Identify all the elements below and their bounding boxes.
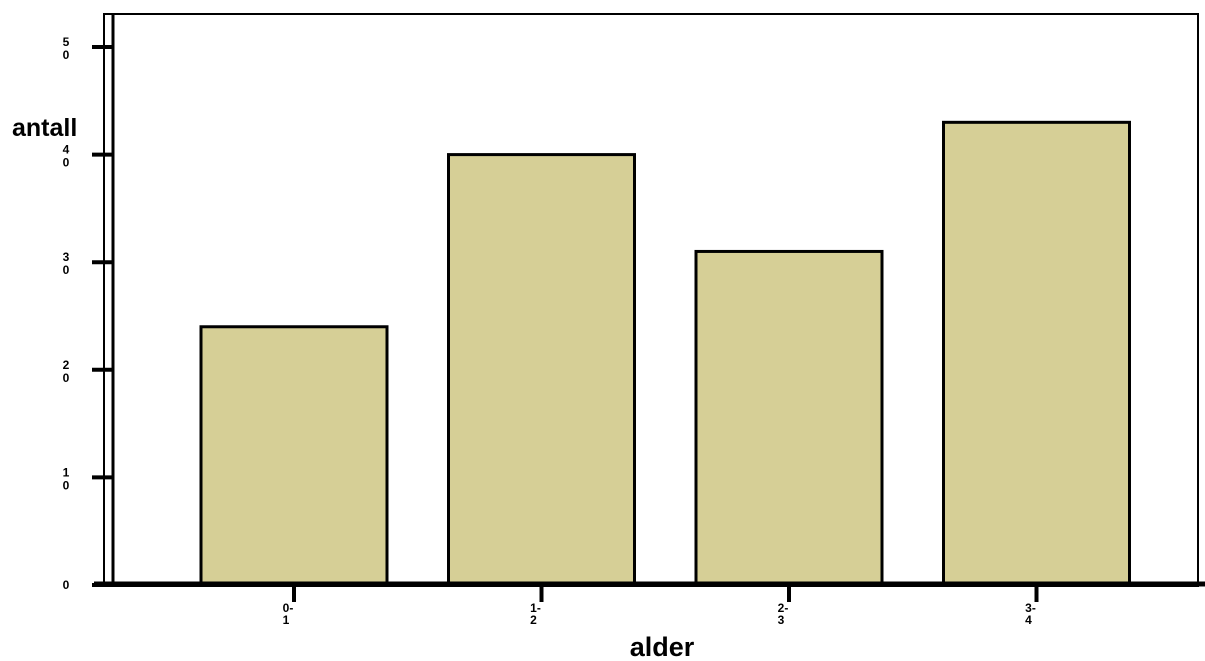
x-tick-label: 0-1 bbox=[283, 601, 294, 627]
x-axis-label: alder bbox=[630, 632, 695, 661]
bars-layer bbox=[199, 120, 1131, 587]
bar-0-1 bbox=[199, 325, 389, 587]
x-tick-label: 3-4 bbox=[1025, 601, 1036, 627]
x-tick-label: 2-3 bbox=[778, 601, 789, 627]
y-axis-label: antall bbox=[12, 114, 77, 142]
y-tick-label: 0 bbox=[63, 578, 70, 592]
x-ticks-layer: 0-1 1-2 2-3 3-4 bbox=[283, 584, 1039, 627]
x-tick-label: 1-2 bbox=[530, 601, 541, 627]
y-ticks-layer: 0 1 0 2 0 3 0 4 0 5 0 bbox=[63, 35, 113, 592]
bar-1-2 bbox=[447, 153, 636, 587]
bar-3-4 bbox=[942, 120, 1131, 587]
bar-2-3 bbox=[694, 249, 884, 587]
